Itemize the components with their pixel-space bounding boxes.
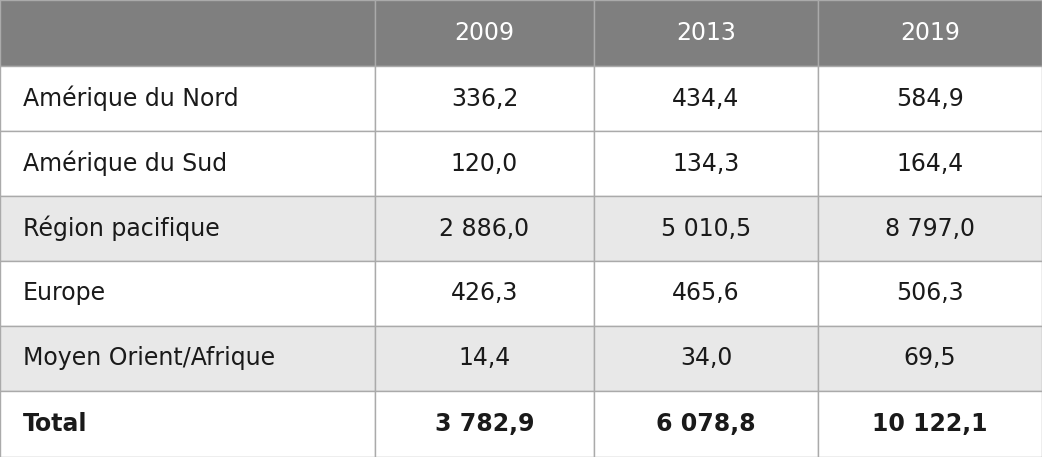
Text: Amérique du Sud: Amérique du Sud <box>23 151 227 176</box>
Bar <box>594 326 818 391</box>
Text: 2009: 2009 <box>454 21 515 45</box>
Text: 164,4: 164,4 <box>896 152 964 175</box>
Bar <box>594 391 818 457</box>
Bar <box>594 261 818 326</box>
Bar <box>375 326 594 391</box>
Bar <box>594 131 818 196</box>
Text: 426,3: 426,3 <box>451 282 518 305</box>
Text: 34,0: 34,0 <box>679 346 733 370</box>
Bar <box>0 0 375 66</box>
Bar <box>818 66 1042 131</box>
Text: 5 010,5: 5 010,5 <box>661 217 751 240</box>
Bar <box>0 261 375 326</box>
Text: Moyen Orient/Afrique: Moyen Orient/Afrique <box>23 346 275 370</box>
Bar <box>375 391 594 457</box>
Text: Amérique du Nord: Amérique du Nord <box>23 86 239 112</box>
Text: 465,6: 465,6 <box>672 282 740 305</box>
Text: 2019: 2019 <box>900 21 960 45</box>
Text: Région pacifique: Région pacifique <box>23 216 220 241</box>
Text: 584,9: 584,9 <box>896 87 964 111</box>
Bar <box>0 66 375 131</box>
Bar <box>375 131 594 196</box>
Text: 3 782,9: 3 782,9 <box>435 412 535 436</box>
Text: 506,3: 506,3 <box>896 282 964 305</box>
Bar <box>375 261 594 326</box>
Bar <box>818 131 1042 196</box>
Text: 434,4: 434,4 <box>672 87 740 111</box>
Bar <box>818 261 1042 326</box>
Text: 336,2: 336,2 <box>451 87 518 111</box>
Bar <box>0 196 375 261</box>
Bar <box>594 196 818 261</box>
Bar <box>594 66 818 131</box>
Text: 2 886,0: 2 886,0 <box>440 217 529 240</box>
Text: 14,4: 14,4 <box>458 346 511 370</box>
Bar <box>818 196 1042 261</box>
Bar <box>375 66 594 131</box>
Bar <box>818 0 1042 66</box>
Text: 120,0: 120,0 <box>451 152 518 175</box>
Text: 8 797,0: 8 797,0 <box>885 217 975 240</box>
Bar <box>0 391 375 457</box>
Bar <box>0 131 375 196</box>
Bar <box>818 391 1042 457</box>
Text: Europe: Europe <box>23 282 106 305</box>
Text: 69,5: 69,5 <box>903 346 957 370</box>
Text: 2013: 2013 <box>676 21 736 45</box>
Text: 134,3: 134,3 <box>672 152 740 175</box>
Text: 6 078,8: 6 078,8 <box>656 412 755 436</box>
Text: 10 122,1: 10 122,1 <box>872 412 988 436</box>
Bar <box>375 0 594 66</box>
Bar <box>818 326 1042 391</box>
Text: Total: Total <box>23 412 88 436</box>
Bar <box>375 196 594 261</box>
Bar <box>594 0 818 66</box>
Bar <box>0 326 375 391</box>
